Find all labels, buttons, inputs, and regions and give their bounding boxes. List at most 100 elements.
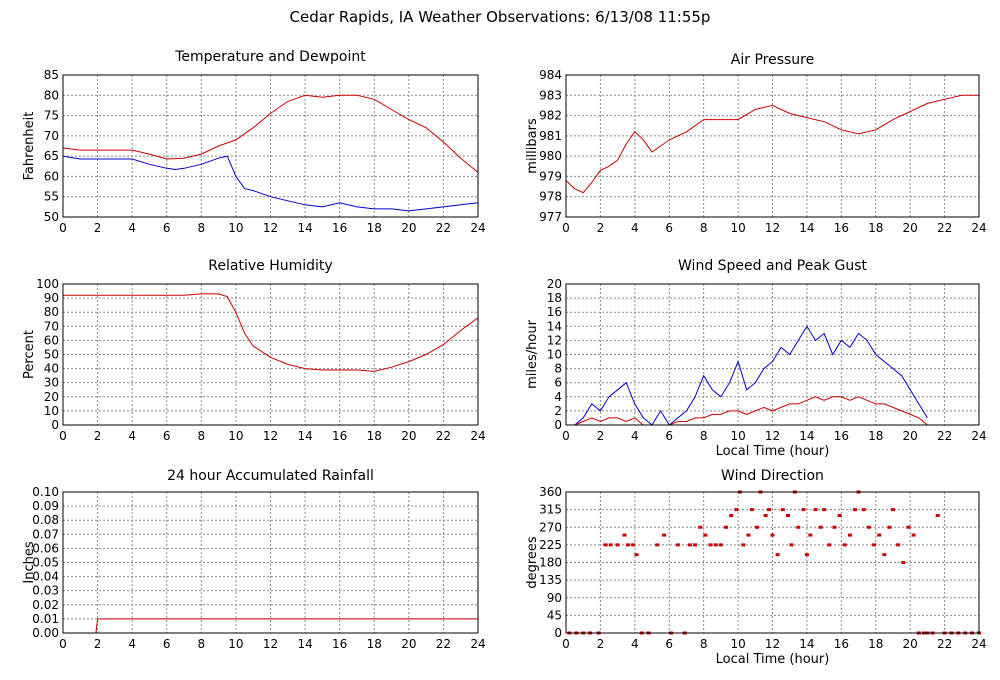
x-tick-label: 18 bbox=[868, 637, 883, 651]
y-tick-label: 0.07 bbox=[32, 527, 59, 541]
y-tick-label: 6 bbox=[554, 376, 562, 390]
x-tick-label: 6 bbox=[665, 429, 673, 443]
x-tick-label: 24 bbox=[971, 637, 986, 651]
x-tick-label: 0 bbox=[59, 637, 67, 651]
data-point bbox=[746, 533, 751, 537]
x-tick-label: 16 bbox=[834, 221, 849, 235]
panel-title: Relative Humidity bbox=[208, 258, 332, 274]
data-point bbox=[911, 533, 916, 537]
y-tick-label: 981 bbox=[539, 129, 562, 143]
y-tick-label: 30 bbox=[44, 376, 59, 390]
series-line bbox=[62, 94, 479, 173]
data-point bbox=[655, 543, 660, 547]
x-tick-label: 24 bbox=[971, 221, 986, 235]
x-tick-label: 20 bbox=[903, 637, 918, 651]
data-point bbox=[882, 553, 887, 557]
y-tick-label: 80 bbox=[44, 88, 59, 102]
x-axis-label: Local Time (hour) bbox=[716, 652, 830, 667]
data-point bbox=[718, 543, 723, 547]
x-tick-label: 16 bbox=[834, 637, 849, 651]
y-tick-label: 80 bbox=[44, 305, 59, 319]
x-tick-label: 16 bbox=[332, 429, 347, 443]
y-tick-label: 0.05 bbox=[32, 556, 59, 570]
y-tick-label: 4 bbox=[554, 390, 562, 404]
y-tick-label: 315 bbox=[539, 503, 562, 517]
plot-frame bbox=[62, 491, 479, 634]
data-point bbox=[866, 525, 871, 529]
series-line bbox=[574, 396, 928, 426]
data-point bbox=[887, 525, 892, 529]
y-tick-label: 983 bbox=[539, 88, 562, 102]
x-tick-label: 10 bbox=[730, 429, 745, 443]
x-tick-label: 22 bbox=[937, 637, 952, 651]
x-tick-label: 24 bbox=[971, 429, 986, 443]
data-point bbox=[767, 508, 772, 512]
x-tick-label: 10 bbox=[228, 429, 243, 443]
data-point bbox=[832, 525, 837, 529]
x-tick-label: 10 bbox=[730, 221, 745, 235]
x-tick-label: 20 bbox=[903, 221, 918, 235]
data-point bbox=[749, 508, 754, 512]
y-tick-label: 8 bbox=[554, 362, 562, 376]
x-tick-label: 12 bbox=[765, 429, 780, 443]
x-tick-label: 12 bbox=[765, 637, 780, 651]
series-line bbox=[63, 293, 479, 372]
data-point bbox=[634, 553, 639, 557]
x-tick-label: 8 bbox=[198, 637, 206, 651]
data-point bbox=[780, 508, 785, 512]
x-tick-label: 18 bbox=[367, 429, 382, 443]
y-tick-label: 10 bbox=[547, 348, 562, 362]
y-tick-label: 50 bbox=[44, 210, 59, 224]
y-tick-label: 0.01 bbox=[32, 612, 59, 626]
x-tick-label: 2 bbox=[94, 221, 102, 235]
y-tick-label: 20 bbox=[44, 390, 59, 404]
x-tick-label: 12 bbox=[263, 429, 278, 443]
x-tick-label: 20 bbox=[401, 221, 416, 235]
x-tick-label: 0 bbox=[59, 429, 67, 443]
data-point bbox=[708, 543, 713, 547]
data-point bbox=[729, 514, 734, 517]
data-point bbox=[847, 533, 852, 537]
data-point bbox=[813, 508, 818, 512]
y-tick-label: 70 bbox=[44, 129, 59, 143]
x-tick-label: 12 bbox=[765, 221, 780, 235]
y-tick-label: 0.00 bbox=[32, 626, 59, 640]
x-tick-label: 12 bbox=[263, 221, 278, 235]
series-line bbox=[565, 94, 979, 194]
y-tick-label: 12 bbox=[547, 333, 562, 347]
data-point bbox=[804, 553, 809, 557]
data-point bbox=[741, 543, 746, 547]
y-tick-label: 0 bbox=[554, 418, 562, 432]
y-tick-label: 982 bbox=[539, 109, 562, 123]
x-tick-label: 18 bbox=[868, 429, 883, 443]
y-tick-label: 70 bbox=[44, 319, 59, 333]
y-tick-label: 18 bbox=[547, 291, 562, 305]
plot-frame bbox=[565, 283, 980, 426]
data-point bbox=[818, 525, 823, 529]
panel-title: Wind Direction bbox=[721, 468, 824, 484]
y-tick-label: 50 bbox=[44, 348, 59, 362]
x-tick-label: 6 bbox=[665, 221, 673, 235]
data-point bbox=[608, 543, 613, 547]
x-tick-label: 16 bbox=[332, 221, 347, 235]
y-tick-label: 977 bbox=[539, 210, 562, 224]
data-point bbox=[622, 533, 627, 537]
x-tick-label: 2 bbox=[94, 429, 102, 443]
y-tick-label: 135 bbox=[539, 573, 562, 587]
data-point bbox=[603, 543, 608, 547]
x-tick-label: 0 bbox=[562, 637, 570, 651]
x-tick-label: 14 bbox=[799, 429, 814, 443]
panel-title: Temperature and Dewpoint bbox=[174, 49, 366, 65]
x-tick-label: 6 bbox=[163, 221, 171, 235]
x-tick-label: 6 bbox=[163, 637, 171, 651]
panel-title: Air Pressure bbox=[731, 52, 814, 68]
data-point bbox=[896, 543, 901, 547]
data-point bbox=[724, 525, 729, 529]
data-point bbox=[687, 543, 692, 547]
y-tick-label: 0.10 bbox=[32, 485, 59, 499]
x-tick-label: 8 bbox=[700, 429, 708, 443]
